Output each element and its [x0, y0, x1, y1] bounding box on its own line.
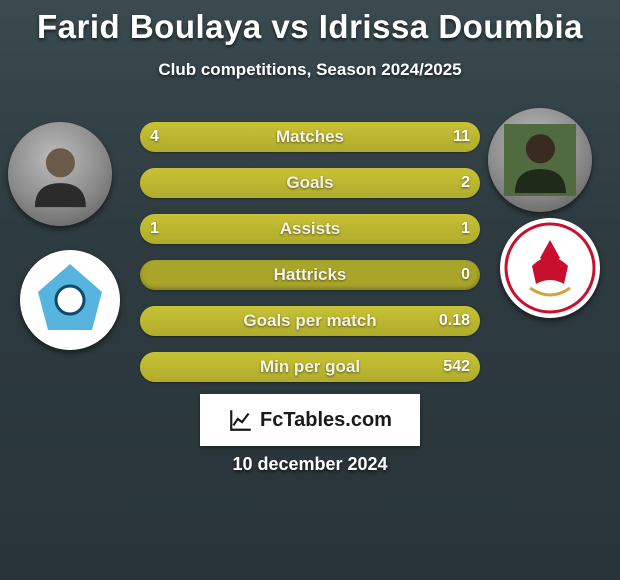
chart-icon — [228, 407, 254, 433]
stat-label: Hattricks — [140, 260, 480, 290]
stat-label: Min per goal — [140, 352, 480, 382]
stat-value-right: 2 — [461, 168, 470, 198]
stats-bars: Matches411Goals2Assists11Hattricks0Goals… — [140, 122, 480, 398]
stat-bar: Goals2 — [140, 168, 480, 198]
player-right-avatar — [488, 108, 592, 212]
page-title: Farid Boulaya vs Idrissa Doumbia — [0, 0, 620, 46]
stat-value-left: 4 — [150, 122, 159, 152]
stat-value-right: 542 — [443, 352, 470, 382]
stat-value-right: 0.18 — [439, 306, 470, 336]
stat-bar: Hattricks0 — [140, 260, 480, 290]
stat-value-right: 1 — [461, 214, 470, 244]
stat-value-right: 0 — [461, 260, 470, 290]
person-icon — [24, 138, 97, 211]
stat-label: Assists — [140, 214, 480, 244]
stat-bar: Assists1 1 — [140, 214, 480, 244]
stat-bar: Matches4 11 — [140, 122, 480, 152]
stat-value-right: 11 — [453, 122, 470, 152]
watermark-text: FcTables.com — [260, 409, 392, 432]
watermark: FcTables.com — [200, 394, 420, 446]
person-icon — [504, 124, 577, 197]
club-badge-icon — [20, 250, 120, 350]
player-left-avatar — [8, 122, 112, 226]
page-subtitle: Club competitions, Season 2024/2025 — [0, 60, 620, 80]
stat-value-left: 1 — [150, 214, 159, 244]
stat-bar: Goals per match0.18 — [140, 306, 480, 336]
player-right-club-badge — [500, 218, 600, 318]
stat-bar: Min per goal542 — [140, 352, 480, 382]
date-text: 10 december 2024 — [0, 454, 620, 475]
stat-label: Goals per match — [140, 306, 480, 336]
stat-label: Matches — [140, 122, 480, 152]
club-badge-icon — [500, 218, 600, 318]
player-left-club-badge — [20, 250, 120, 350]
stat-label: Goals — [140, 168, 480, 198]
